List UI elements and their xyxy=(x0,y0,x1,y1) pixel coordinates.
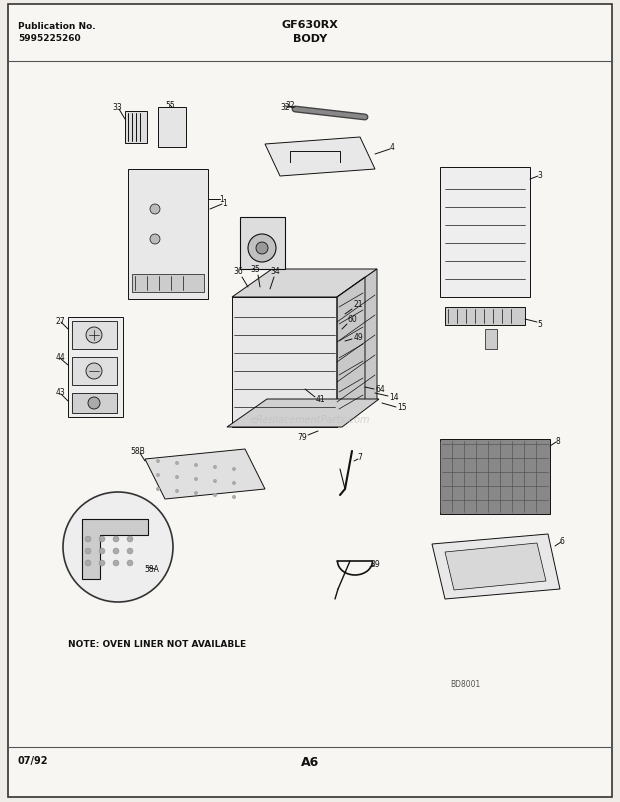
Circle shape xyxy=(194,492,198,496)
Polygon shape xyxy=(337,269,377,427)
Text: 58A: 58A xyxy=(144,565,159,573)
Polygon shape xyxy=(227,399,379,427)
Text: 35: 35 xyxy=(250,265,260,274)
Polygon shape xyxy=(82,520,148,579)
Bar xyxy=(125,111,147,144)
Bar xyxy=(240,217,285,269)
Circle shape xyxy=(150,235,160,245)
Text: 32: 32 xyxy=(280,103,290,111)
Text: 55: 55 xyxy=(165,100,175,109)
Circle shape xyxy=(85,561,91,566)
Text: 5: 5 xyxy=(538,320,542,329)
Text: 8: 8 xyxy=(556,437,560,446)
Polygon shape xyxy=(232,269,377,298)
Bar xyxy=(72,322,117,350)
Circle shape xyxy=(213,493,217,497)
Bar xyxy=(445,308,525,326)
Circle shape xyxy=(85,549,91,554)
Bar xyxy=(132,274,204,293)
Text: 43: 43 xyxy=(55,388,65,397)
Text: Publication No.: Publication No. xyxy=(18,22,95,31)
Text: GF630RX: GF630RX xyxy=(281,20,339,30)
Bar xyxy=(485,330,497,350)
Text: 36: 36 xyxy=(233,267,243,276)
Circle shape xyxy=(175,461,179,465)
Circle shape xyxy=(88,398,100,410)
Bar xyxy=(68,318,123,418)
Text: 41: 41 xyxy=(315,395,325,404)
Circle shape xyxy=(232,468,236,472)
Circle shape xyxy=(113,549,119,554)
Text: 5995225260: 5995225260 xyxy=(18,34,81,43)
Text: 07/92: 07/92 xyxy=(18,755,48,765)
Bar xyxy=(128,170,208,300)
Circle shape xyxy=(150,205,160,215)
Text: NOTE: OVEN LINER NOT AVAILABLE: NOTE: OVEN LINER NOT AVAILABLE xyxy=(68,639,246,648)
Polygon shape xyxy=(445,543,546,590)
Text: 44: 44 xyxy=(55,353,65,362)
Text: 58B: 58B xyxy=(131,447,145,456)
Polygon shape xyxy=(432,534,560,599)
Circle shape xyxy=(86,363,102,379)
Circle shape xyxy=(99,549,105,554)
Text: 39: 39 xyxy=(370,560,380,569)
Text: eReplacementParts.com: eReplacementParts.com xyxy=(250,415,370,424)
Text: 1: 1 xyxy=(223,198,228,207)
Text: 1: 1 xyxy=(219,195,224,205)
Text: 49: 49 xyxy=(353,333,363,342)
Circle shape xyxy=(175,476,179,480)
Text: A6: A6 xyxy=(301,755,319,768)
Circle shape xyxy=(86,327,102,343)
Circle shape xyxy=(127,561,133,566)
Polygon shape xyxy=(265,138,375,176)
Circle shape xyxy=(256,243,268,255)
Text: 3: 3 xyxy=(538,170,542,180)
Text: 6: 6 xyxy=(560,537,564,546)
Circle shape xyxy=(99,537,105,542)
Text: 60: 60 xyxy=(347,315,357,324)
Circle shape xyxy=(113,537,119,542)
Bar xyxy=(440,439,550,514)
Text: BODY: BODY xyxy=(293,34,327,44)
Text: 21: 21 xyxy=(353,300,363,309)
Circle shape xyxy=(156,488,160,492)
Circle shape xyxy=(175,489,179,493)
Bar xyxy=(440,168,530,298)
Circle shape xyxy=(99,561,105,566)
Circle shape xyxy=(232,481,236,485)
Text: 64: 64 xyxy=(375,385,385,394)
Circle shape xyxy=(113,561,119,566)
Text: 27: 27 xyxy=(55,317,65,326)
Bar xyxy=(158,107,186,148)
Text: 34: 34 xyxy=(270,267,280,276)
Text: 33: 33 xyxy=(112,103,122,112)
Text: 14: 14 xyxy=(389,393,399,402)
Circle shape xyxy=(213,480,217,484)
Text: 15: 15 xyxy=(397,403,407,412)
Text: BD8001: BD8001 xyxy=(450,679,481,688)
Text: 32: 32 xyxy=(285,101,295,111)
Circle shape xyxy=(63,492,173,602)
Text: 7: 7 xyxy=(358,453,363,462)
Circle shape xyxy=(213,465,217,469)
Circle shape xyxy=(85,537,91,542)
Polygon shape xyxy=(145,449,265,500)
Circle shape xyxy=(156,460,160,464)
Circle shape xyxy=(156,473,160,477)
Circle shape xyxy=(194,464,198,468)
Bar xyxy=(232,298,337,427)
Circle shape xyxy=(248,235,276,263)
Circle shape xyxy=(127,549,133,554)
Text: 79: 79 xyxy=(297,433,307,442)
Circle shape xyxy=(232,496,236,500)
Text: 4: 4 xyxy=(389,144,394,152)
Circle shape xyxy=(194,477,198,481)
Bar xyxy=(72,394,117,414)
Circle shape xyxy=(127,537,133,542)
Bar xyxy=(72,358,117,386)
